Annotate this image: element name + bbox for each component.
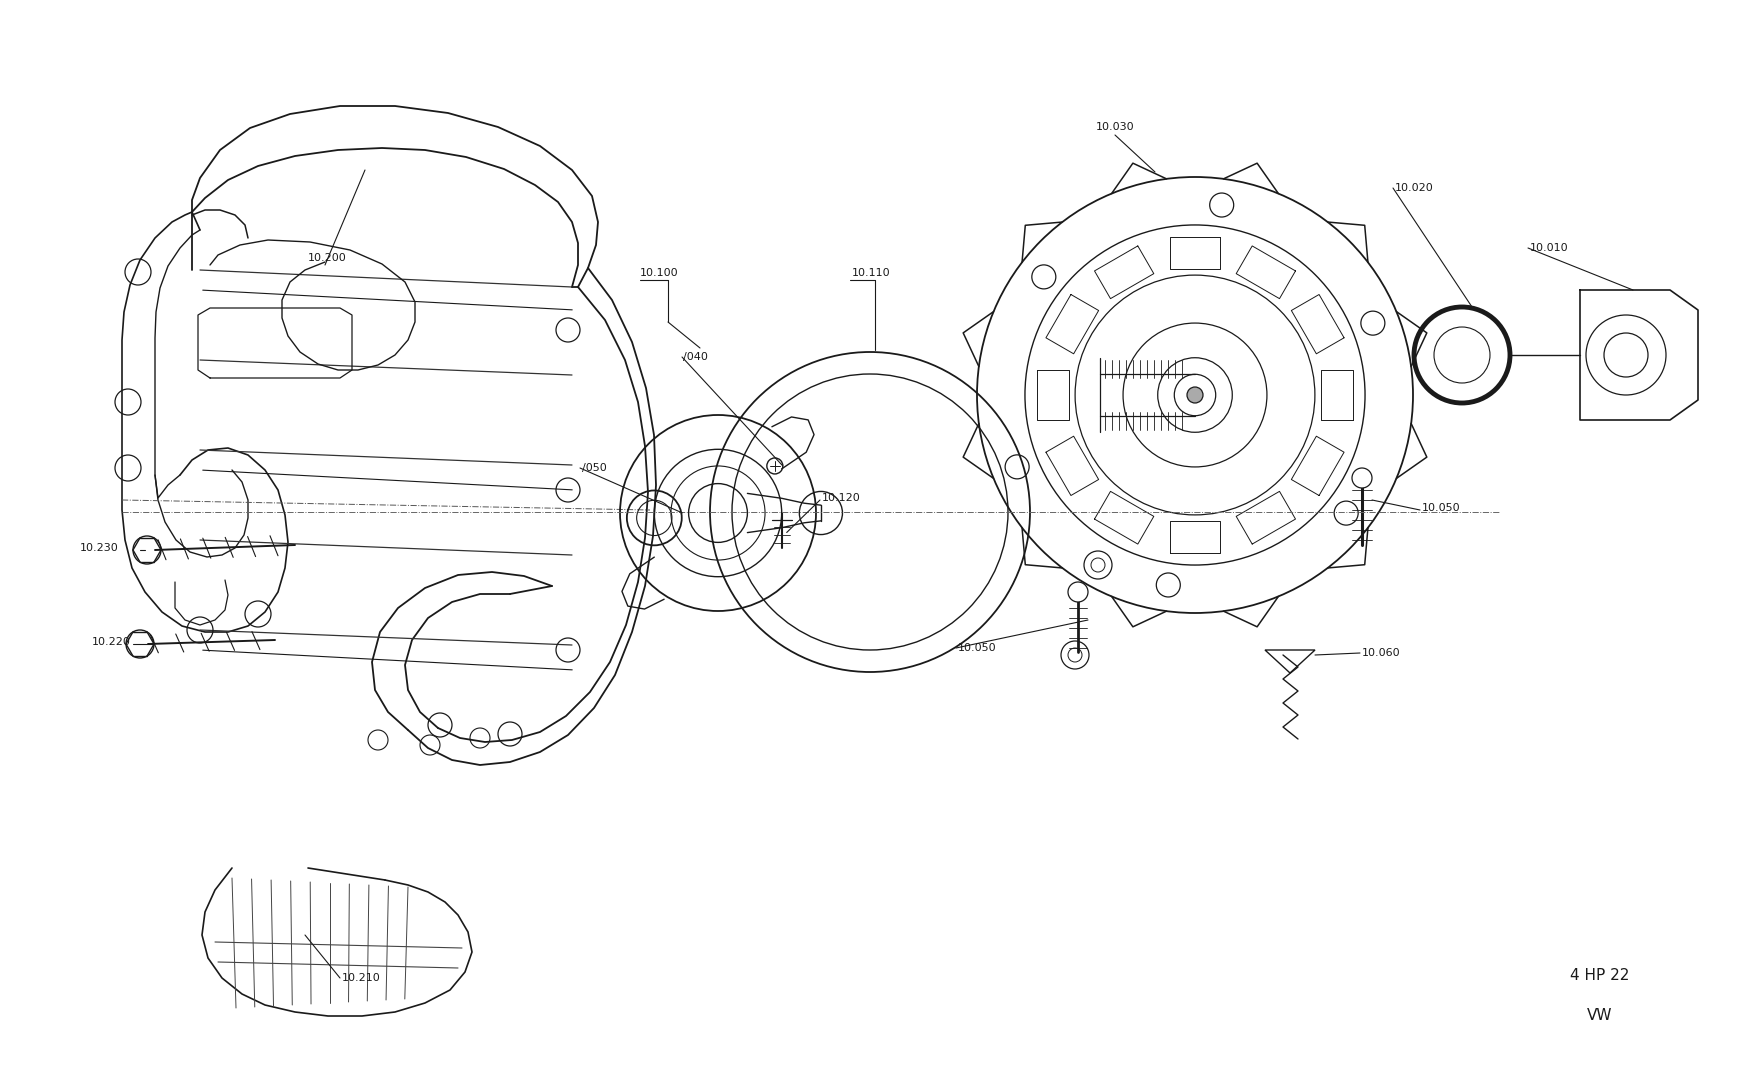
Text: /040: /040 <box>682 352 707 362</box>
Text: 10.210: 10.210 <box>341 973 382 983</box>
Text: 10.220: 10.220 <box>93 637 131 647</box>
Text: 10.100: 10.100 <box>640 268 679 278</box>
Text: 4 HP 22: 4 HP 22 <box>1570 968 1629 982</box>
Text: 10.060: 10.060 <box>1362 647 1400 658</box>
Text: 10.230: 10.230 <box>80 543 119 553</box>
Text: 10.010: 10.010 <box>1530 243 1568 253</box>
Circle shape <box>1353 468 1372 488</box>
Text: 10.050: 10.050 <box>1423 502 1461 513</box>
Circle shape <box>1186 387 1202 403</box>
Circle shape <box>1068 582 1088 602</box>
Text: 10.200: 10.200 <box>308 253 347 263</box>
Text: 10.020: 10.020 <box>1395 183 1433 193</box>
Text: 10.030: 10.030 <box>1096 122 1134 132</box>
Text: 10.110: 10.110 <box>852 268 891 278</box>
Text: 10.050: 10.050 <box>957 643 998 653</box>
Text: 10.120: 10.120 <box>822 493 861 502</box>
Text: VW: VW <box>1587 1007 1614 1022</box>
Text: /050: /050 <box>583 463 607 473</box>
